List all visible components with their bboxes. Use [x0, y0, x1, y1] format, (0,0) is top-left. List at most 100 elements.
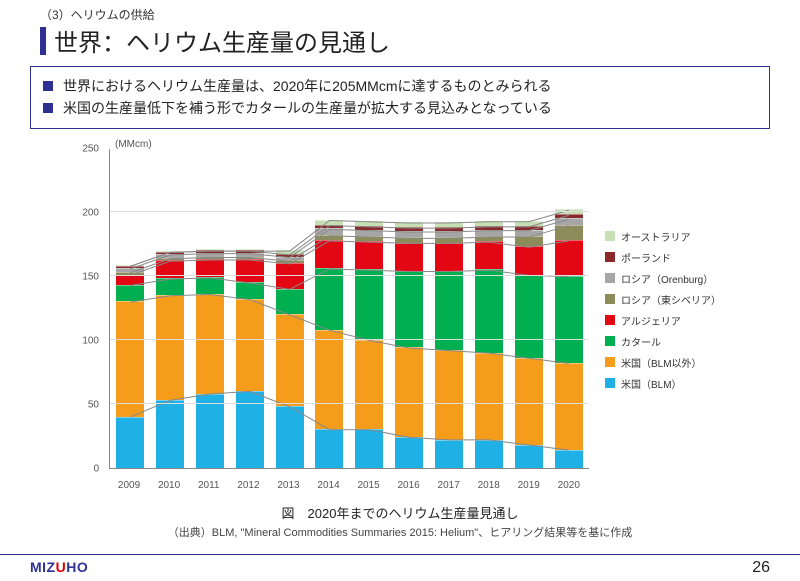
subheading: （3）ヘリウムの供給 — [40, 6, 780, 23]
x-tick: 2015 — [357, 480, 379, 491]
x-tick: 2013 — [277, 480, 299, 491]
bar-segment-us_blm — [276, 406, 304, 467]
legend-label: アルジェリア — [621, 313, 681, 328]
bullet-item: 米国の生産量低下を補う形でカタールの生産量が拡大する見込みとなっている — [43, 97, 757, 119]
legend-item: 米国（BLM） — [605, 376, 735, 391]
legend-swatch — [605, 294, 615, 304]
bar-segment-qatar — [276, 289, 304, 315]
bar-column — [395, 222, 423, 468]
bar-segment-us_other — [355, 340, 383, 430]
legend-item: 米国（BLM以外） — [605, 355, 735, 370]
legend-swatch — [605, 315, 615, 325]
bar-column — [236, 249, 264, 468]
bar-column — [515, 221, 543, 468]
legend-swatch — [605, 378, 615, 388]
y-axis: 050100150200250 — [65, 139, 105, 469]
legend-label: ロシア（Orenburg） — [621, 271, 713, 286]
bar-segment-us_other — [475, 353, 503, 440]
bar-segment-qatar — [116, 285, 144, 302]
footer: MIZUHO 26 — [0, 554, 800, 577]
bar-segment-us_other — [395, 347, 423, 437]
legend-swatch — [605, 336, 615, 346]
legend-label: オーストラリア — [621, 229, 691, 244]
legend-item: アルジェリア — [605, 313, 735, 328]
x-tick: 2012 — [237, 480, 259, 491]
bar-segment-us_other — [276, 314, 304, 406]
bullet-item: 世界におけるヘリウム生産量は、2020年に205MMcmに達するものとみられる — [43, 75, 757, 97]
bar-segment-us_blm — [555, 450, 583, 468]
legend-item: カタール — [605, 334, 735, 349]
bar-segment-us_other — [116, 301, 144, 416]
bar-segment-us_blm — [156, 400, 184, 468]
legend-swatch — [605, 252, 615, 262]
bar-segment-us_other — [315, 330, 343, 430]
bar-segment-algeria — [515, 246, 543, 274]
bar-segment-us_blm — [395, 437, 423, 468]
x-tick: 2018 — [478, 480, 500, 491]
chart: (MMcm) 050100150200250 20092010201120122… — [65, 139, 735, 499]
bullet-text: 米国の生産量低下を補う形でカタールの生産量が拡大する見込みとなっている — [63, 97, 552, 119]
legend: オーストラリアポーランドロシア（Orenburg） ロシア（東シベリア） アルジェリ… — [605, 229, 735, 397]
bar-segment-algeria — [435, 243, 463, 271]
bar-segment-us_blm — [315, 429, 343, 467]
bar-segment-us_blm — [435, 440, 463, 468]
bar-segment-qatar — [555, 276, 583, 363]
legend-item: ロシア（東シベリア） — [605, 292, 735, 307]
bar-column — [196, 249, 224, 468]
bar-segment-algeria — [555, 240, 583, 276]
x-tick: 2009 — [118, 480, 140, 491]
bar-column — [276, 250, 304, 468]
bar-segment-algeria — [315, 240, 343, 268]
bar-segment-qatar — [475, 269, 503, 352]
summary-box: 世界におけるヘリウム生産量は、2020年に205MMcmに達するものとみられる … — [30, 66, 770, 129]
plot-area — [109, 149, 589, 469]
x-tick: 2019 — [518, 480, 540, 491]
legend-label: カタール — [621, 334, 661, 349]
bar-segment-us_other — [196, 294, 224, 394]
bar-segment-russia_es — [515, 236, 543, 246]
bar-segment-algeria — [116, 275, 144, 285]
x-tick: 2016 — [397, 480, 419, 491]
bar-segment-qatar — [315, 268, 343, 329]
x-tick: 2017 — [438, 480, 460, 491]
bar-segment-qatar — [156, 278, 184, 295]
legend-swatch — [605, 273, 615, 283]
bar-segment-us_other — [515, 358, 543, 445]
bar-segment-qatar — [236, 282, 264, 299]
bar-segment-algeria — [236, 259, 264, 282]
bar-column — [435, 222, 463, 468]
legend-item: ポーランド — [605, 250, 735, 265]
chart-caption: 図 2020年までのヘリウム生産量見通し — [0, 503, 800, 522]
bullet-icon — [43, 103, 53, 113]
bar-column — [475, 221, 503, 468]
bar-segment-us_blm — [515, 445, 543, 468]
chart-source: （出典）BLM, "Mineral Commodities Summaries … — [0, 524, 800, 540]
bar-segment-us_other — [236, 299, 264, 391]
bar-segment-us_blm — [475, 440, 503, 468]
legend-label: ポーランド — [621, 250, 671, 265]
x-tick: 2020 — [558, 480, 580, 491]
header: （3）ヘリウムの供給 世界：ヘリウム生産量の見通し — [0, 0, 800, 60]
bar-segment-qatar — [395, 271, 423, 348]
legend-label: 米国（BLM以外） — [621, 355, 702, 370]
bar-column — [355, 221, 383, 468]
bar-segment-algeria — [355, 241, 383, 269]
legend-swatch — [605, 231, 615, 241]
title-row: 世界：ヘリウム生産量の見通し — [40, 23, 780, 58]
logo: MIZUHO — [30, 559, 88, 577]
bar-segment-qatar — [355, 269, 383, 339]
bar-segment-algeria — [475, 241, 503, 269]
bar-column — [156, 251, 184, 468]
bar-segment-us_other — [555, 363, 583, 450]
x-axis-labels: 2009201020112012201320142015201620172018… — [109, 480, 589, 491]
bar-segment-us_other — [156, 295, 184, 400]
bar-segment-algeria — [276, 263, 304, 289]
x-tick: 2011 — [198, 480, 220, 491]
legend-swatch — [605, 357, 615, 367]
bar-segment-algeria — [395, 243, 423, 271]
bar-segment-us_other — [435, 350, 463, 440]
bar-segment-us_blm — [116, 417, 144, 468]
x-tick: 2014 — [317, 480, 339, 491]
page-number: 26 — [752, 559, 770, 577]
bar-segment-us_blm — [355, 429, 383, 467]
